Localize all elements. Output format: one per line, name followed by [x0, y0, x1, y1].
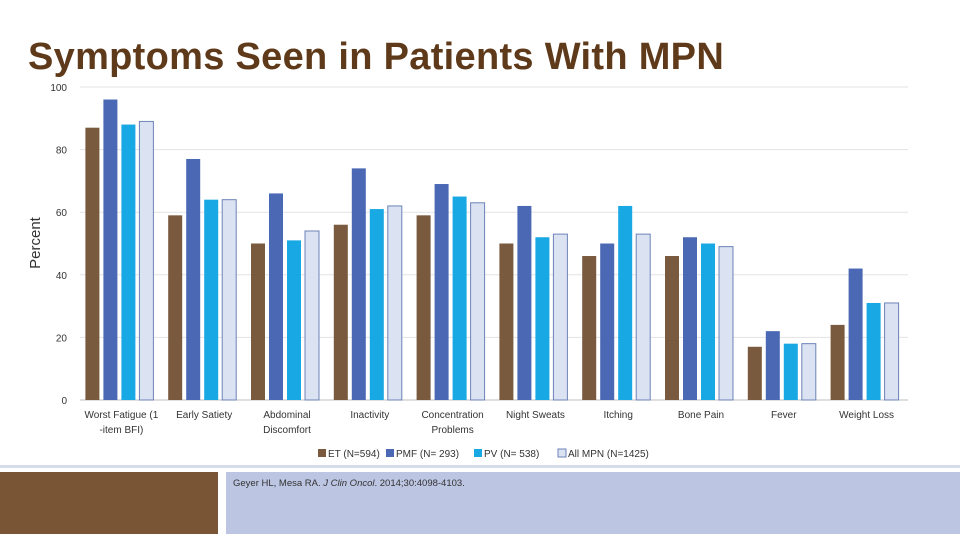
bar-pv — [618, 205, 633, 400]
y-tick-label: 0 — [61, 396, 67, 407]
x-axis-ticks: Worst Fatigue (1 -item BFI) Early Satiety A… — [85, 410, 894, 436]
legend-label: PV (N= 538) — [484, 449, 539, 460]
y-tick-label: 20 — [56, 333, 68, 344]
bar-et — [85, 127, 100, 400]
bar-et — [168, 215, 183, 400]
bar-pmf — [683, 237, 697, 400]
legend-swatch — [318, 449, 326, 457]
legend: ET (N=594) PMF (N= 293) PV (N= 538) All MPN… — [318, 448, 649, 460]
footer-blue-block — [226, 472, 960, 534]
bar-et — [251, 243, 265, 400]
bar-all — [801, 343, 817, 401]
bar-all — [552, 233, 568, 401]
bar-pmf — [269, 193, 283, 400]
x-tick-label: Fever — [771, 410, 797, 421]
bar-all — [138, 120, 154, 401]
bar-et — [665, 256, 679, 400]
bar-pv — [866, 302, 881, 400]
bar-all — [221, 199, 237, 401]
bar-pv — [783, 343, 798, 400]
x-tick-label: Concentration Problems — [421, 410, 483, 436]
legend-label: All MPN (N=1425) — [568, 449, 649, 460]
bar-pv — [535, 237, 550, 400]
x-tick-label: Weight Loss — [839, 410, 894, 421]
y-tick-label: 60 — [56, 208, 68, 219]
bar-pv — [452, 196, 467, 400]
citation-authors: Geyer HL, Mesa RA. — [233, 478, 324, 489]
y-axis-ticks: 0 20 40 60 80 100 — [50, 83, 67, 407]
slide-title: Symptoms Seen in Patients With MPN — [28, 36, 725, 78]
x-tick-label: Night Sweats — [506, 410, 565, 421]
bar-et — [333, 224, 348, 400]
y-tick-label: 100 — [50, 83, 67, 94]
bar-pv — [121, 124, 136, 400]
x-tick-label: Early Satiety — [176, 410, 232, 421]
bar-pmf — [848, 268, 863, 400]
bars — [85, 99, 900, 401]
bar-et — [747, 346, 762, 400]
x-tick-label: Bone Pain — [678, 410, 724, 421]
bar-all — [470, 202, 486, 401]
legend-swatch — [557, 448, 567, 458]
x-tick-label: Inactivity — [350, 410, 389, 421]
bar-all — [635, 233, 651, 401]
x-tick-label: Worst Fatigue (1 -item BFI) — [85, 410, 159, 436]
bar-pmf — [103, 99, 118, 401]
bar-all — [718, 246, 734, 401]
footer-strip — [0, 465, 960, 468]
citation-details: . 2014;30:4098-4103. — [374, 478, 465, 489]
bar-all — [387, 205, 403, 401]
citation-journal: J Clin Oncol — [323, 478, 375, 489]
bar-pmf — [765, 331, 780, 400]
bar-et — [830, 324, 845, 400]
bar-et — [416, 215, 431, 400]
bar-et — [499, 243, 514, 400]
bar-pv — [204, 199, 219, 400]
y-tick-label: 80 — [56, 146, 68, 157]
bar-all — [304, 230, 320, 401]
bar-pmf — [600, 243, 615, 400]
bar-pmf — [186, 158, 201, 400]
citation: Geyer HL, Mesa RA. J Clin Oncol. 2014;30… — [233, 478, 465, 489]
bar-pmf — [351, 168, 366, 400]
bar-pv — [369, 209, 384, 400]
bar-all — [884, 302, 900, 401]
bar-pv — [287, 240, 301, 400]
legend-swatch — [474, 449, 482, 457]
x-tick-label: Abdominal Discomfort — [263, 410, 311, 436]
y-axis-label: Percent — [27, 216, 44, 269]
bar-et — [582, 256, 597, 400]
bar-pmf — [434, 184, 449, 400]
x-tick-label: Itching — [603, 410, 632, 421]
symptom-bar-chart: 0 20 40 60 80 100 Worst Fatigue (1 -item BFI) E… — [27, 83, 908, 460]
legend-label: PMF (N= 293) — [396, 449, 459, 460]
footer-brown-block — [0, 472, 218, 534]
legend-swatch — [386, 449, 394, 457]
bar-pmf — [517, 205, 532, 400]
legend-label: ET (N=594) — [328, 449, 380, 460]
bar-pv — [701, 243, 715, 400]
y-tick-label: 40 — [56, 271, 68, 282]
